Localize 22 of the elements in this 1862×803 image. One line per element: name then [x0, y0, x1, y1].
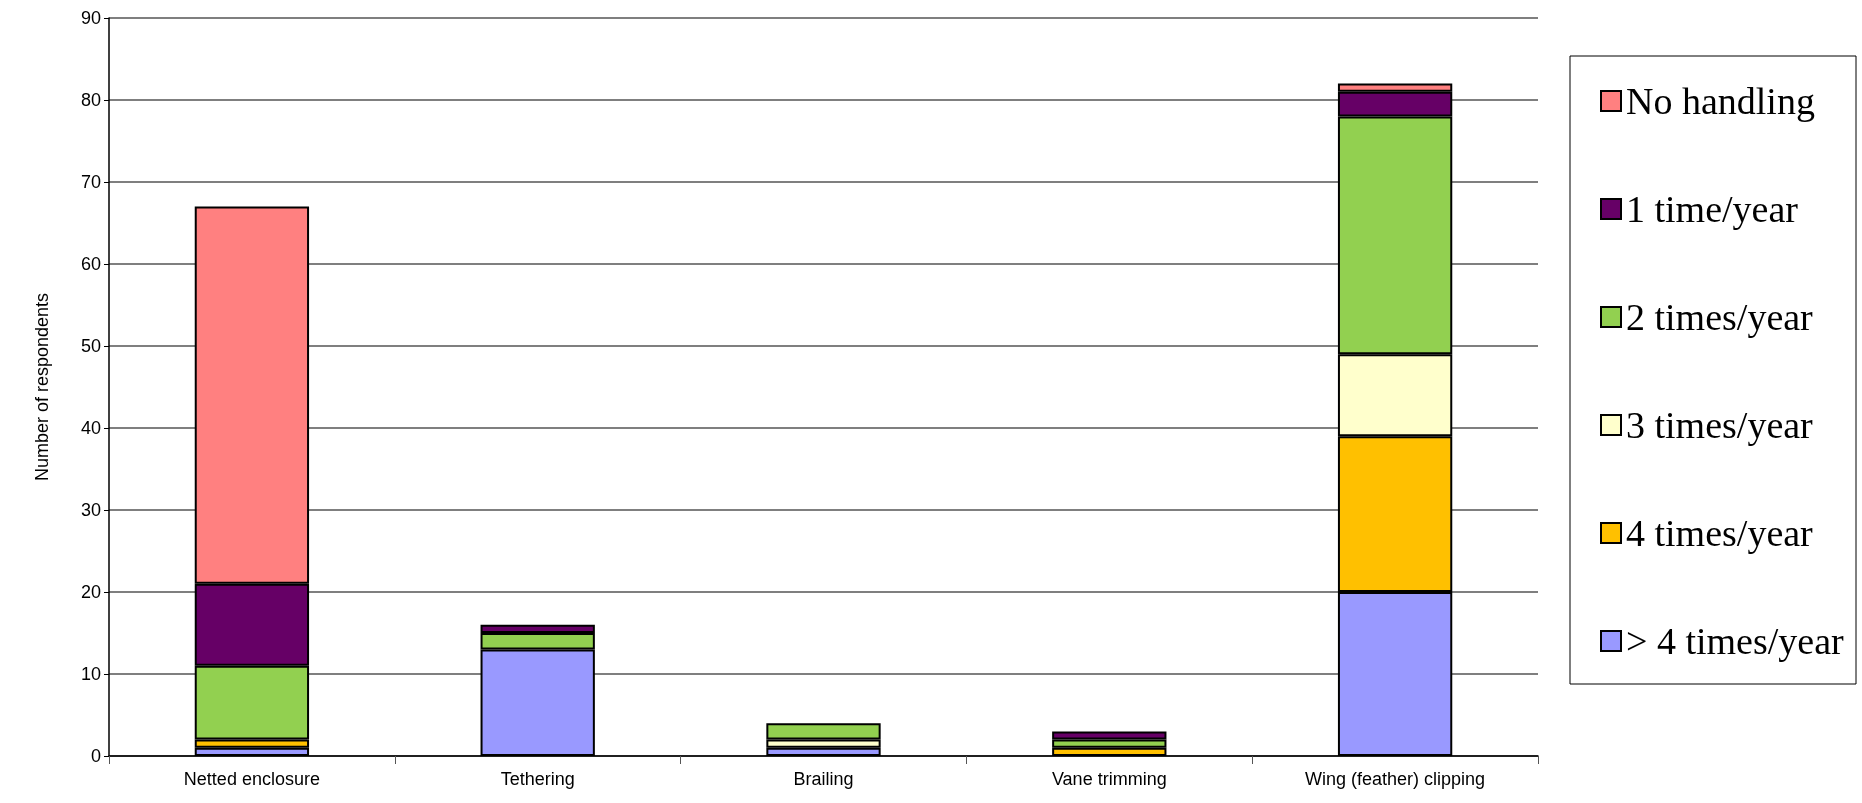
legend-label: No handling — [1626, 80, 1815, 122]
y-tick-label: 40 — [80, 418, 101, 438]
y-tick-label: 70 — [80, 172, 101, 192]
x-tick-label: Tethering — [500, 769, 575, 789]
y-tick-label: 50 — [80, 336, 101, 356]
legend-label: 2 times/year — [1626, 296, 1814, 338]
y-tick-label: 0 — [90, 746, 101, 766]
y-tick-label: 30 — [80, 500, 101, 520]
legend-label: 3 times/year — [1626, 404, 1814, 446]
y-tick-label: 90 — [80, 8, 101, 28]
y-tick-label: 20 — [80, 582, 101, 602]
x-tick-label: Vane trimming — [1051, 769, 1167, 789]
x-tick-label: Brailing — [793, 769, 854, 789]
x-tick-label: Netted enclosure — [183, 769, 320, 789]
y-tick-label: 60 — [80, 254, 101, 274]
x-tick-label: Wing (feather) clipping — [1305, 769, 1486, 789]
y-axis-title: Number of respondents — [32, 292, 52, 482]
legend-label: 1 time/year — [1626, 188, 1799, 230]
legend-label: 4 times/year — [1626, 512, 1814, 554]
legend-label: > 4 times/year — [1626, 620, 1845, 662]
y-tick-label: 80 — [80, 90, 101, 110]
y-tick-label: 10 — [80, 664, 101, 684]
